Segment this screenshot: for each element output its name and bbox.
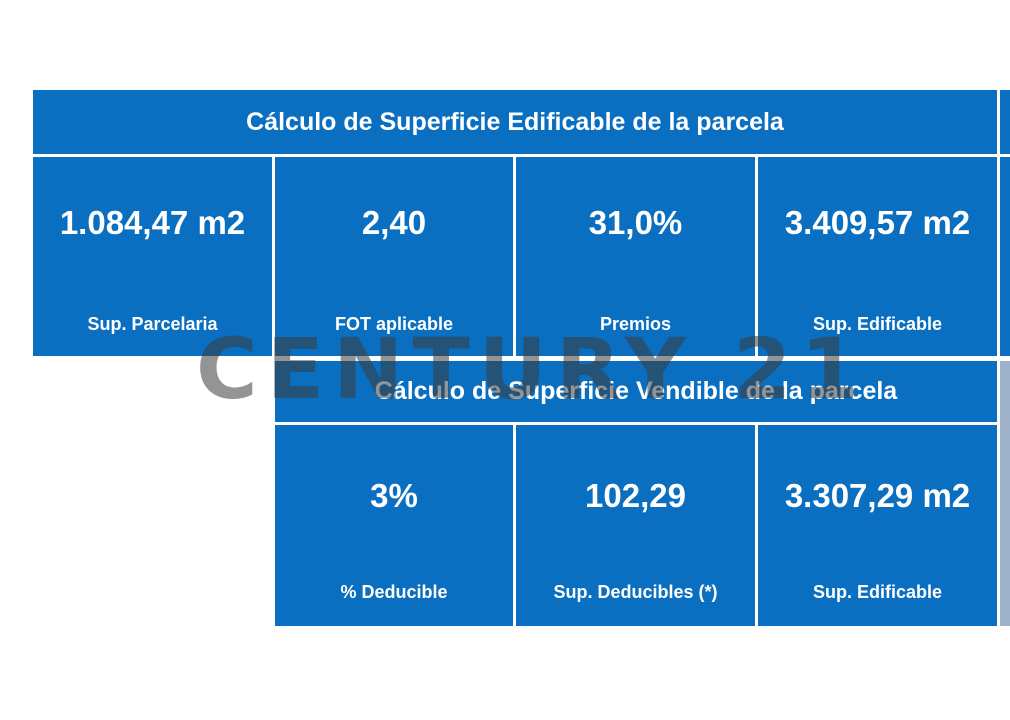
sup-vendible-card: 3.307,29 m2 Sup. Edificable [758,425,997,626]
sup-parcelaria-label: Sup. Parcelaria [87,314,218,334]
premios-value: 31,0% [588,204,683,241]
sup-edificable-card: 3.409,57 m2 Sup. Edificable [758,157,997,356]
sup-deducibles-card: 102,29 Sup. Deducibles (*) [516,425,755,626]
vendible-title: Cálculo de Superficie Vendible de la par… [275,361,997,422]
sup-vendible-value: 3.307,29 m2 [784,477,971,514]
deducible-label: % Deducible [340,582,448,602]
sup-edificable-value: 3.409,57 m2 [784,204,971,241]
sup-parcelaria-value: 1.084,47 m2 [59,204,246,241]
edificable-title: Cálculo de Superficie Edificable de la p… [33,90,997,154]
fot-aplicable-card: 2,40 FOT aplicable [275,157,513,356]
edificable-title-text: Cálculo de Superficie Edificable de la p… [246,107,784,136]
sup-vendible-label: Sup. Edificable [812,582,943,602]
vendible-title-text: Cálculo de Superficie Vendible de la par… [374,377,898,405]
right-edge-top [1000,90,1010,154]
sup-parcelaria-card: 1.084,47 m2 Sup. Parcelaria [33,157,272,356]
sup-deducibles-label: Sup. Deducibles (*) [553,582,718,602]
right-edge-vendible [1000,361,1010,626]
right-edge-mid [1000,157,1010,356]
premios-card: 31,0% Premios [516,157,755,356]
deducible-card: 3% % Deducible [275,425,513,626]
premios-label: Premios [599,314,672,334]
deducible-value: 3% [370,477,418,514]
fot-aplicable-value: 2,40 [361,204,427,241]
sup-deducibles-value: 102,29 [585,477,686,514]
fot-aplicable-label: FOT aplicable [334,314,454,334]
sup-edificable-label: Sup. Edificable [812,314,943,334]
